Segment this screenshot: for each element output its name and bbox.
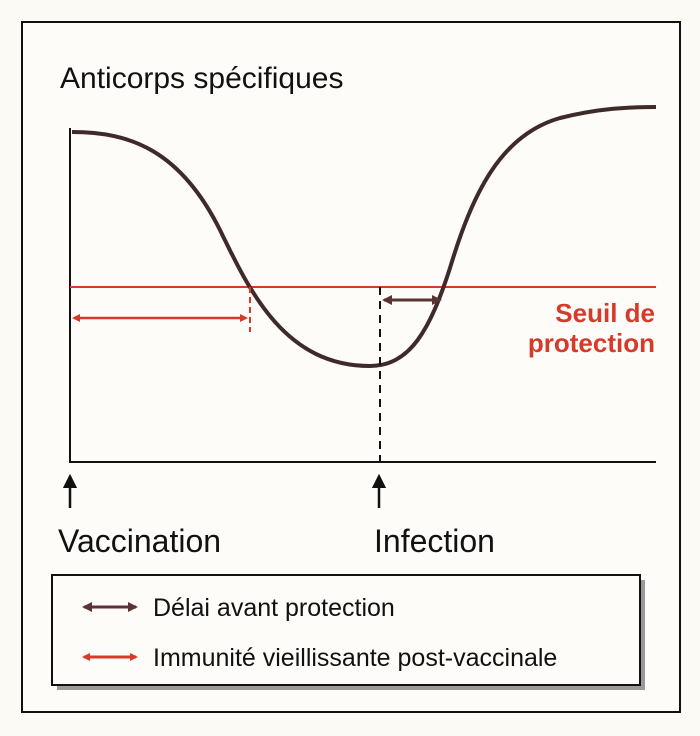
legend-item-delay: Délai avant protection	[153, 594, 395, 622]
legend: Délai avant protection Immunité vieillis…	[51, 574, 645, 690]
vaccination-arrowhead-icon	[63, 474, 77, 488]
y-axis-title: Anticorps spécifiques	[60, 62, 343, 95]
legend-box	[51, 574, 641, 686]
vaccination-label: Vaccination	[58, 523, 221, 559]
infection-arrowhead-icon	[372, 474, 386, 488]
threshold-label-line1: Seuil de	[555, 298, 655, 328]
infection-label: Infection	[374, 523, 495, 559]
antibody-curve	[71, 105, 657, 369]
threshold-label-line2: protection	[528, 328, 655, 358]
legend-item-waning: Immunité vieillissante post-vaccinale	[153, 644, 557, 672]
